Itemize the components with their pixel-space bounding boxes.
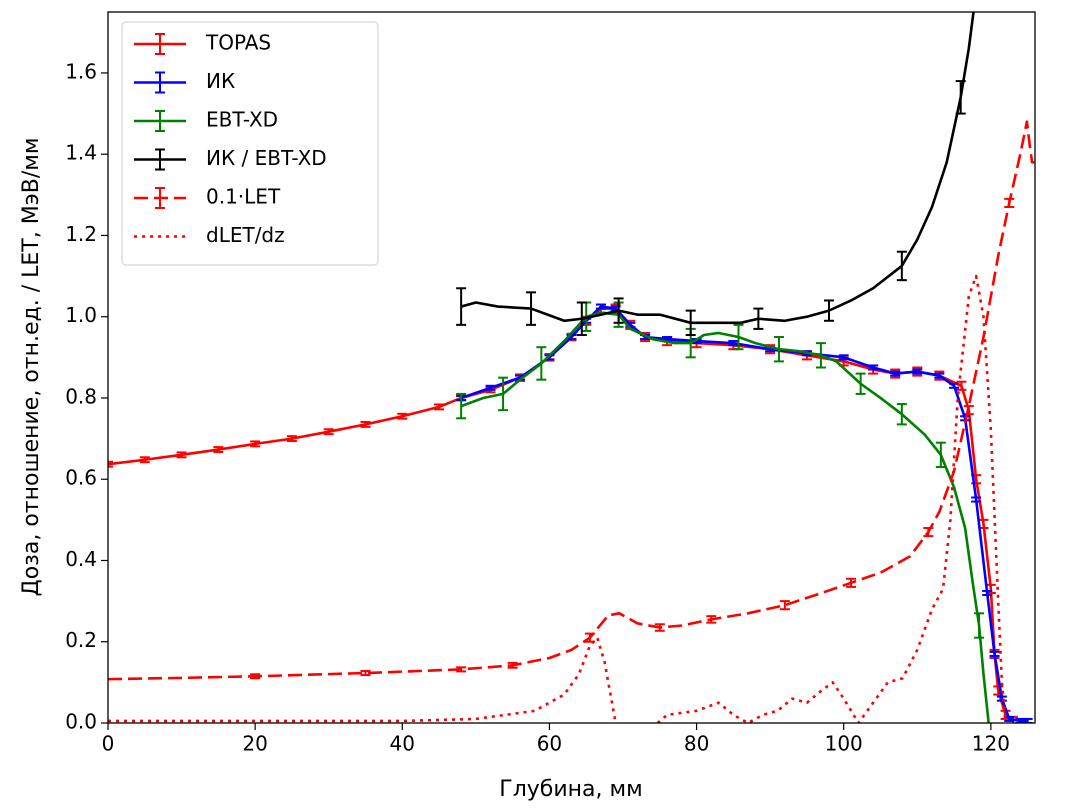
error-bar [955, 80, 966, 115]
error-bar [949, 382, 960, 389]
error-bar [971, 496, 982, 503]
error-bar [654, 623, 665, 632]
x-tick-label: 60 [537, 732, 562, 756]
x-tick-label: 100 [825, 732, 863, 756]
error-bar [485, 384, 496, 391]
plot-frame [107, 11, 1036, 724]
error-bar [360, 420, 371, 428]
error-bar [360, 669, 371, 677]
error-bar [923, 526, 934, 538]
error-bar [753, 307, 764, 330]
series-line [108, 120, 1035, 681]
series-line [108, 274, 1007, 723]
error-bar [139, 456, 150, 464]
error-bar [434, 403, 445, 411]
x-tick-label: 120 [972, 732, 1010, 756]
error-bar [595, 303, 606, 310]
error-bar [685, 309, 696, 336]
error-bar [912, 368, 923, 375]
error-bar [250, 440, 261, 448]
y-tick-label: 1.4 [65, 141, 97, 165]
error-bar [896, 250, 907, 282]
legend-label: dLET/dz [206, 223, 285, 247]
error-bar [1004, 197, 1015, 209]
y-tick-label: 1.6 [65, 59, 97, 83]
y-tick-label: 0.4 [65, 547, 97, 571]
error-bar [250, 673, 261, 680]
y-tick-label: 0.8 [65, 384, 97, 408]
error-bar [498, 376, 509, 412]
error-bar [108, 460, 113, 468]
y-tick-label: 1.2 [65, 222, 97, 246]
error-bar [996, 695, 1007, 702]
error-bar [733, 323, 744, 351]
error-bar [507, 661, 518, 669]
x-axis-label: Глубина, мм [499, 777, 642, 802]
legend: TOPAS ИК EBT-XD ИК / EBT-XD 0.1·LET dLET/dz [121, 21, 379, 266]
error-bar [824, 299, 834, 322]
series-line [460, 12, 975, 325]
error-bar [989, 650, 1000, 657]
legend-label: 0.1·LET [206, 185, 281, 209]
error-bar [974, 612, 985, 639]
x-tick-label: 20 [242, 732, 267, 756]
error-bar [838, 354, 849, 361]
error-bar [456, 287, 467, 326]
error-bar [1022, 717, 1033, 723]
error-bar [456, 666, 467, 673]
error-bar [213, 446, 224, 454]
error-bar [982, 589, 993, 597]
error-bar [868, 364, 879, 371]
error-bar [323, 428, 334, 436]
error-bar [934, 372, 945, 379]
series-line [460, 311, 990, 723]
error-bar [526, 291, 537, 326]
legend-label: TOPAS [205, 31, 271, 55]
error-bar [779, 600, 790, 611]
series-line [460, 305, 1028, 723]
error-bar [728, 340, 739, 347]
y-tick-label: 0.6 [65, 466, 97, 490]
error-bar [956, 380, 967, 391]
x-tick-label: 40 [390, 732, 415, 756]
error-bar [935, 441, 946, 469]
y-tick-label: 1.0 [65, 303, 97, 327]
error-bar [896, 403, 907, 426]
error-bar [397, 412, 408, 420]
error-bar [286, 435, 297, 443]
error-bar [456, 392, 467, 420]
error-bar [176, 451, 187, 459]
plot-area [108, 12, 1035, 723]
error-bar [815, 342, 826, 369]
x-tick-label: 80 [684, 732, 709, 756]
error-bar [846, 577, 857, 588]
x-tick-label: 0 [102, 732, 115, 756]
y-tick-label: 0.0 [65, 710, 97, 734]
error-bar [855, 372, 866, 395]
error-bar [890, 370, 901, 377]
error-bar [613, 297, 624, 324]
y-tick-label: 0.2 [65, 628, 97, 652]
error-bar [773, 336, 784, 363]
error-bar [536, 346, 547, 381]
legend-label: ИК / EBT-XD [206, 146, 327, 170]
y-axis-label: Доза, отношение, отн.ед. / LET, МэВ/мм [19, 138, 44, 597]
legend-label: ИК [206, 69, 235, 93]
legend-label: EBT-XD [206, 108, 278, 132]
error-bar [576, 301, 587, 336]
error-bar [706, 615, 717, 624]
